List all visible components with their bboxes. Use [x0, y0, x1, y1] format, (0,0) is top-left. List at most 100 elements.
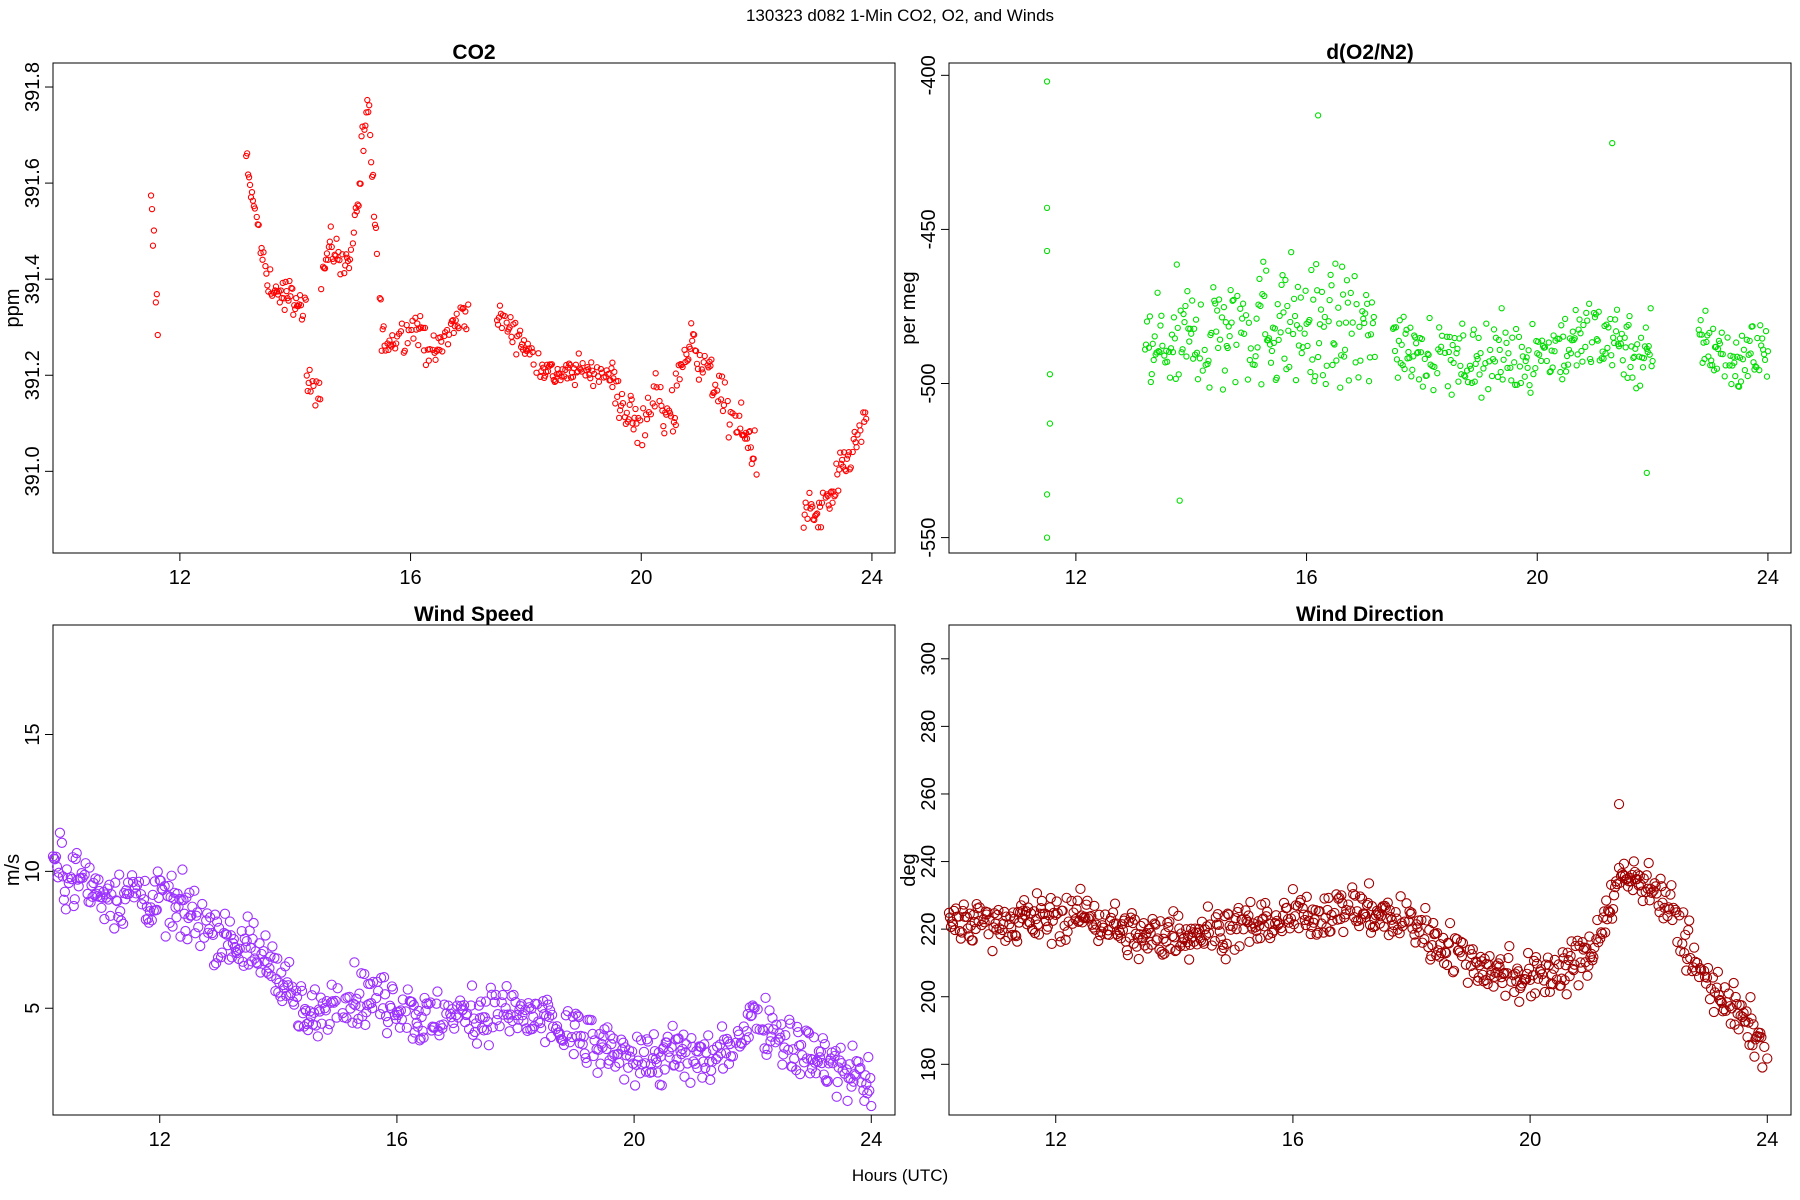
- data-point: [1169, 348, 1177, 356]
- data-point: [1364, 332, 1372, 339]
- data-point: [1158, 312, 1165, 319]
- data-point: [660, 422, 667, 430]
- data-point: [651, 403, 658, 410]
- data-point: [1326, 296, 1333, 304]
- data-point: [1334, 892, 1345, 903]
- data-point: [1483, 959, 1494, 970]
- data-point: [149, 242, 157, 249]
- data-point: [1564, 361, 1572, 368]
- data-point: [667, 413, 675, 420]
- data-point: [1099, 909, 1111, 920]
- data-point: [1335, 304, 1342, 311]
- data-point: [1171, 945, 1182, 956]
- data-point: [379, 989, 391, 1000]
- x-tick-label: 20: [623, 1129, 645, 1151]
- data-point: [1709, 325, 1717, 332]
- data-point: [164, 917, 175, 929]
- data-point: [1360, 315, 1367, 322]
- data-point: [862, 1088, 873, 1099]
- data-point: [316, 379, 323, 386]
- data-point: [362, 122, 369, 129]
- data-point: [1640, 354, 1648, 362]
- data-point: [1631, 873, 1642, 885]
- panel-4: Wind Direction deg 12 16 20 24 180 200 220 240 260…: [898, 603, 1792, 1151]
- data-point: [1203, 927, 1215, 939]
- data-point: [494, 321, 502, 328]
- data-point: [1441, 349, 1449, 357]
- data-point: [296, 292, 304, 299]
- data-point: [264, 963, 275, 974]
- data-point: [364, 96, 371, 104]
- data-point: [236, 925, 247, 937]
- data-point: [1449, 933, 1461, 944]
- data-point: [1215, 933, 1226, 944]
- data-point: [352, 1018, 363, 1029]
- data-point: [1412, 340, 1420, 347]
- data-point: [1000, 935, 1011, 947]
- data-point: [177, 864, 188, 875]
- data-point: [218, 927, 230, 939]
- data-point: [70, 853, 81, 865]
- data-point: [1478, 394, 1485, 401]
- data-point: [1365, 378, 1373, 385]
- data-point: [1333, 357, 1340, 364]
- data-point: [715, 1048, 727, 1059]
- data-point: [1186, 338, 1193, 345]
- data-point: [548, 361, 556, 368]
- data-point: [262, 263, 269, 270]
- x-tick-label: 20: [630, 567, 652, 589]
- data-point: [1345, 377, 1353, 384]
- data-point: [1192, 316, 1200, 323]
- data-point: [295, 981, 307, 992]
- data-point: [1307, 368, 1314, 376]
- data-point: [587, 375, 594, 382]
- data-point: [1509, 334, 1516, 341]
- data-point: [1327, 915, 1338, 927]
- data-point: [811, 1055, 823, 1067]
- data-point: [1142, 943, 1153, 954]
- data-point: [255, 221, 262, 229]
- data-point: [516, 331, 523, 338]
- data-point: [1339, 291, 1347, 298]
- data-point: [712, 381, 719, 388]
- data-point: [1330, 340, 1337, 347]
- data-point: [765, 1036, 776, 1047]
- data-point: [1574, 351, 1581, 358]
- data-point: [692, 1062, 703, 1074]
- data-point: [1147, 378, 1154, 386]
- data-point: [1678, 907, 1689, 918]
- data-point: [539, 1009, 550, 1020]
- data-point: [1733, 1024, 1744, 1035]
- data-point: [315, 992, 326, 1003]
- data-point: [1163, 922, 1174, 933]
- data-point: [814, 1052, 826, 1063]
- data-point: [310, 382, 317, 390]
- data-point: [1705, 983, 1717, 994]
- data-point: [1320, 912, 1331, 923]
- data-point: [396, 1014, 408, 1025]
- data-point: [1196, 355, 1204, 362]
- data-point: [567, 1011, 578, 1022]
- data-point: [282, 278, 289, 286]
- data-point: [463, 325, 470, 333]
- data-point: [590, 382, 597, 390]
- data-point: [761, 1049, 772, 1061]
- data-point: [866, 1100, 877, 1112]
- data-point: [1576, 316, 1583, 323]
- data-point: [1194, 932, 1206, 944]
- data-point: [1289, 330, 1297, 338]
- data-point: [1727, 352, 1734, 359]
- data-point: [1260, 258, 1267, 265]
- data-point: [642, 1036, 654, 1047]
- data-point: [1622, 344, 1629, 351]
- data-point: [609, 359, 616, 366]
- data-point: [529, 348, 536, 356]
- data-point: [1361, 899, 1373, 911]
- data-point: [609, 383, 616, 391]
- data-point: [339, 251, 346, 258]
- data-point: [1075, 883, 1086, 895]
- data-point: [706, 1065, 717, 1076]
- data-point: [547, 361, 555, 369]
- data-point: [1212, 300, 1219, 307]
- data-point: [486, 989, 497, 1000]
